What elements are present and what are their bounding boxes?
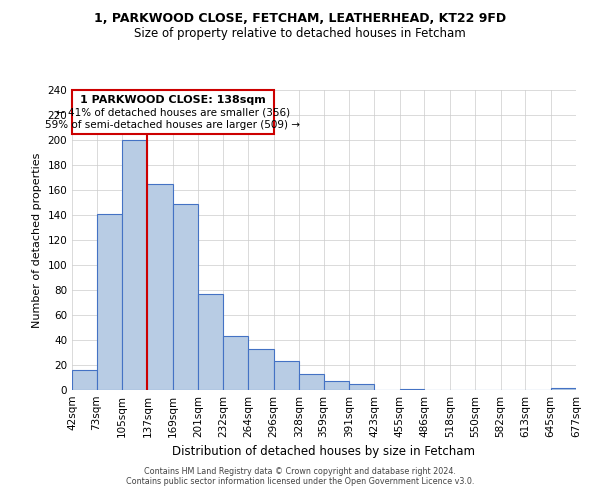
Text: 59% of semi-detached houses are larger (509) →: 59% of semi-detached houses are larger (… [45, 120, 300, 130]
Text: Size of property relative to detached houses in Fetcham: Size of property relative to detached ho… [134, 28, 466, 40]
X-axis label: Distribution of detached houses by size in Fetcham: Distribution of detached houses by size … [173, 446, 476, 458]
Bar [173, 204, 198, 390]
Bar [122, 140, 148, 390]
FancyBboxPatch shape [72, 90, 274, 134]
Bar [72, 370, 97, 390]
Bar [274, 361, 299, 390]
Text: 1 PARKWOOD CLOSE: 138sqm: 1 PARKWOOD CLOSE: 138sqm [80, 95, 266, 105]
Y-axis label: Number of detached properties: Number of detached properties [32, 152, 42, 328]
Text: Contains public sector information licensed under the Open Government Licence v3: Contains public sector information licen… [126, 477, 474, 486]
Bar [323, 381, 349, 390]
Bar [551, 388, 576, 390]
Bar [299, 374, 323, 390]
Text: 1, PARKWOOD CLOSE, FETCHAM, LEATHERHEAD, KT22 9FD: 1, PARKWOOD CLOSE, FETCHAM, LEATHERHEAD,… [94, 12, 506, 26]
Bar [400, 389, 424, 390]
Text: Contains HM Land Registry data © Crown copyright and database right 2024.: Contains HM Land Registry data © Crown c… [144, 467, 456, 476]
Bar [97, 214, 122, 390]
Bar [349, 384, 374, 390]
Bar [198, 294, 223, 390]
Text: ← 41% of detached houses are smaller (356): ← 41% of detached houses are smaller (35… [56, 108, 290, 118]
Bar [148, 184, 173, 390]
Bar [248, 349, 274, 390]
Bar [223, 336, 248, 390]
